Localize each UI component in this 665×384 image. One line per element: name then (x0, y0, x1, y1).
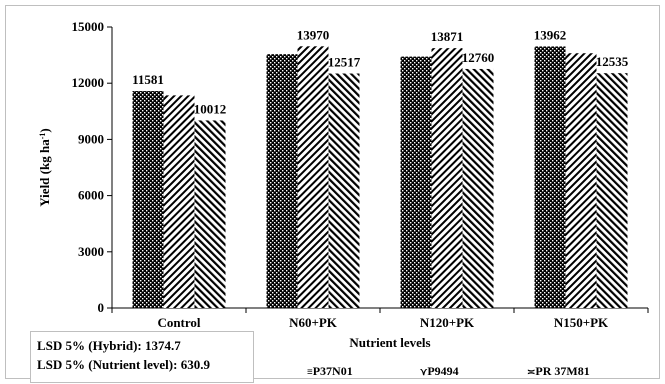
data-label: 13962 (534, 27, 567, 42)
bar (163, 95, 195, 308)
bar (266, 54, 298, 309)
lsd-note-box: LSD 5% (Hybrid): 1374.7 LSD 5% (Nutrient… (30, 331, 254, 383)
data-label: 11581 (132, 72, 164, 87)
x-tick-label: N150+PK (554, 315, 609, 330)
bar (132, 91, 164, 309)
bar (297, 46, 329, 308)
lsd-nutrient-text: LSD 5% (Nutrient level): 630.9 (37, 357, 210, 372)
x-tick-label: N120+PK (420, 315, 475, 330)
bar (565, 53, 597, 308)
y-tick-label: 9000 (78, 131, 104, 146)
legend-entry: ≡P37N01 (307, 364, 353, 378)
y-tick-label: 0 (98, 300, 105, 315)
legend-entry: ⋎P9494 (419, 364, 459, 378)
bar (534, 46, 566, 309)
legend-entry: ≍PR 37M81 (527, 364, 590, 378)
data-label: 13871 (431, 29, 464, 44)
bar (194, 120, 226, 308)
y-tick-label: 6000 (78, 188, 104, 203)
chart-legend: ≡P37N01 ⋎P9494 ≍PR 37M81 (307, 364, 590, 378)
chart-bars (132, 46, 628, 309)
y-axis-title: Yield (kg ha-1) (37, 128, 52, 206)
data-label: 10012 (194, 101, 227, 116)
bar (328, 73, 360, 309)
lsd-hybrid-text: LSD 5% (Hybrid): 1374.7 (37, 338, 181, 353)
y-tick-label: 3000 (78, 244, 104, 259)
bar (462, 68, 494, 308)
data-label: 12760 (462, 50, 495, 65)
y-tick-label: 15000 (72, 19, 105, 34)
data-label: 13970 (297, 27, 330, 42)
data-label: 12535 (596, 54, 629, 69)
y-tick-label: 12000 (72, 75, 105, 90)
x-axis-title: Nutrient levels (349, 335, 430, 350)
x-tick-label: N60+PK (289, 315, 338, 330)
bar (596, 73, 628, 308)
bar (431, 48, 463, 308)
chart-labels: 11581 10012 13970 12517 13871 12760 13962 12535 (132, 27, 629, 116)
x-tick-label: Control (157, 315, 200, 330)
data-label: 12517 (328, 55, 361, 70)
bar (400, 56, 432, 309)
chart-axes: 0 3000 6000 9000 12000 15000 Yield (kg ha-1) Co… (37, 19, 649, 350)
chart-frame (5, 5, 660, 379)
